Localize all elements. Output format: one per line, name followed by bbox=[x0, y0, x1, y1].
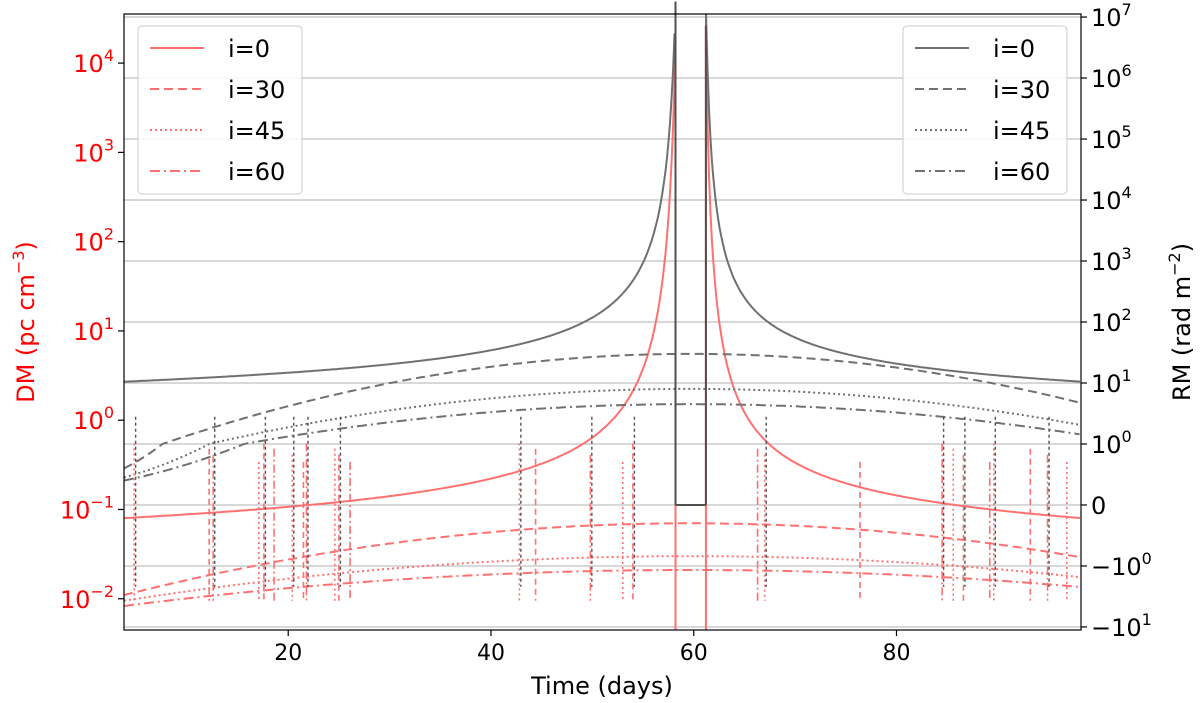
dm-series-i=45 bbox=[123, 555, 1080, 602]
x-tick-label-40: 40 bbox=[477, 641, 505, 666]
right-tick-label-5: 102 bbox=[1091, 305, 1132, 337]
left-tick-label-4: 104 bbox=[73, 46, 114, 78]
left-tick-label--1: 10−1 bbox=[60, 492, 114, 524]
left-axis-ticks: 10−2 10−1 100 101 102 103 104 bbox=[60, 46, 124, 614]
right-tick-label-2: 0 bbox=[1091, 492, 1106, 520]
left-tick-label-0: 100 bbox=[73, 403, 114, 435]
legend-rm: i=0 i=30 i=45 i=60 bbox=[902, 25, 1068, 195]
right-tick-label-3: 100 bbox=[1091, 427, 1132, 459]
right-tick-label-6: 103 bbox=[1091, 244, 1132, 276]
legend-dm: i=0 i=30 i=45 i=60 bbox=[137, 25, 303, 195]
x-tick-label-20: 20 bbox=[274, 641, 302, 666]
rm-legend-box bbox=[902, 25, 1068, 195]
rm-legend-label-i=0: i=0 bbox=[993, 35, 1035, 63]
rm-legend-label-i=60: i=60 bbox=[993, 158, 1050, 186]
right-axis-label: RM (rad m−2) bbox=[1165, 243, 1196, 401]
dm-series-i=60 bbox=[123, 569, 1080, 607]
dm-legend-label-i=0: i=0 bbox=[228, 35, 270, 63]
left-tick-label-3: 103 bbox=[73, 135, 114, 167]
left-tick-label-1: 101 bbox=[73, 314, 114, 346]
right-tick-label-9: 106 bbox=[1091, 61, 1132, 93]
rm-series-i=60 bbox=[123, 403, 1080, 482]
right-tick-label-10: 107 bbox=[1091, 0, 1132, 32]
x-axis-ticks: 20 40 60 80 bbox=[274, 630, 910, 666]
dm-legend-label-i=30: i=30 bbox=[228, 76, 285, 104]
right-tick-label-0: −101 bbox=[1091, 610, 1152, 642]
dm-series-i=0-left-branch bbox=[123, 40, 677, 520]
right-axis-ticks: −101 −100 0 100 101 102 103 104 105 106 107 bbox=[1081, 0, 1152, 642]
rm-series-i=45 bbox=[123, 387, 1080, 479]
left-tick-label--2: 10−2 bbox=[60, 582, 114, 614]
dm-legend-label-i=60: i=60 bbox=[228, 158, 285, 186]
rm-legend-label-i=30: i=30 bbox=[993, 76, 1050, 104]
right-tick-label-1: −100 bbox=[1091, 549, 1152, 581]
plot-series bbox=[123, 1, 1081, 630]
left-tick-label-2: 102 bbox=[73, 225, 114, 257]
x-axis-label: Time (days) bbox=[530, 672, 673, 700]
dm-series-i=0-right-branch bbox=[704, 43, 1081, 520]
right-tick-label-8: 105 bbox=[1091, 122, 1132, 154]
rm-series-i=0-right-branch bbox=[704, 13, 1081, 383]
x-tick-label-80: 80 bbox=[882, 641, 910, 666]
x-tick-label-60: 60 bbox=[680, 641, 708, 666]
right-tick-label-7: 104 bbox=[1091, 183, 1132, 215]
rm-legend-label-i=45: i=45 bbox=[993, 117, 1050, 145]
dm-legend-label-i=45: i=45 bbox=[228, 117, 285, 145]
right-tick-label-4: 101 bbox=[1091, 366, 1132, 398]
rm-series-i=0-left-branch bbox=[123, 33, 676, 383]
dm-series-i=30 bbox=[123, 522, 1080, 597]
dm-legend-box bbox=[137, 25, 303, 195]
left-axis-label: DM (pc cm−3) bbox=[9, 241, 40, 403]
rm-series-i=30 bbox=[123, 352, 1080, 470]
